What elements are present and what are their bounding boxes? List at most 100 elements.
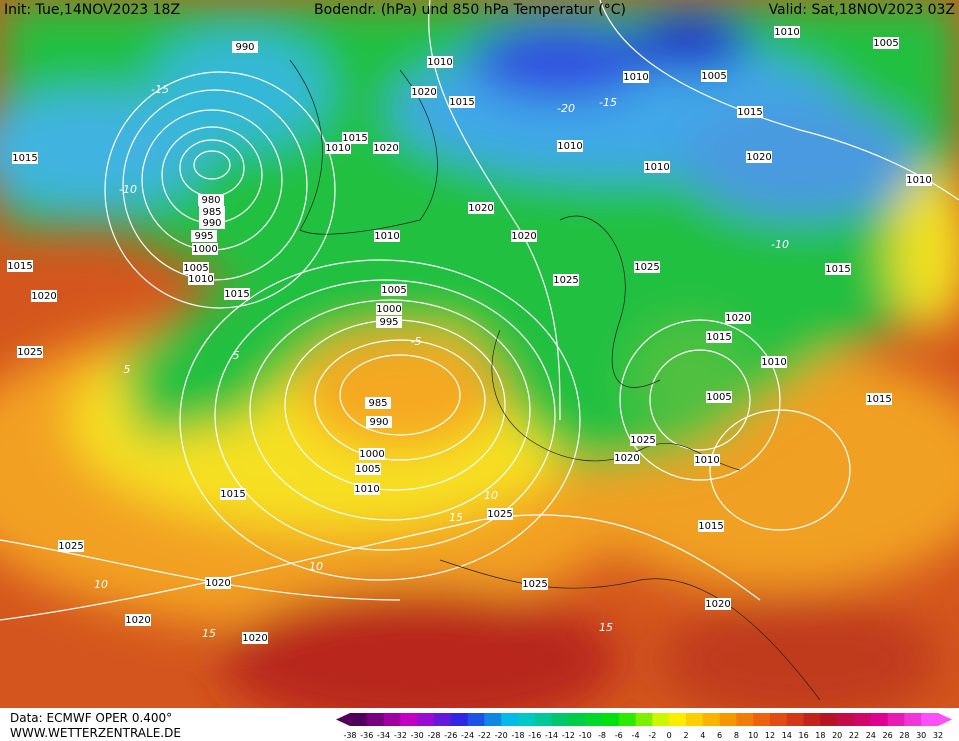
- isobar-label-bg: [205, 577, 231, 589]
- isobar-label: 1015: [866, 394, 891, 405]
- isobar-label: 1010: [774, 27, 799, 38]
- colorbar-tick-label: -24: [461, 731, 474, 740]
- colorbar-tick-label: -2: [648, 731, 656, 740]
- temperature-label: 15: [202, 627, 216, 640]
- isobar-label: 1015: [220, 489, 245, 500]
- isobar-label: 1025: [634, 262, 659, 273]
- isobar-label-bg: [634, 261, 660, 273]
- isobar-label-bg: [192, 243, 218, 255]
- isobar-label-bg: [644, 161, 670, 173]
- colorbar-tick-label: -28: [427, 731, 440, 740]
- isobar-label-bg: [614, 452, 640, 464]
- colorbar-tick-label: -18: [511, 731, 524, 740]
- isobar-label: 1015: [7, 261, 32, 272]
- isobar-label: 1005: [706, 392, 731, 403]
- colorbar-tick-label: -20: [495, 731, 508, 740]
- isobar-label-bg: [381, 284, 407, 296]
- isobar-label-bg: [355, 463, 381, 475]
- isobar-label: 1015: [706, 332, 731, 343]
- colorbar-tick-label: -34: [377, 731, 390, 740]
- isobar-label: 1020: [31, 291, 56, 302]
- colorbar-swatch: [736, 713, 754, 726]
- temperature-label: -10: [771, 238, 789, 251]
- isobar-label: 1010: [644, 162, 669, 173]
- isobar-label: 1025: [487, 509, 512, 520]
- isobar-label-bg: [12, 152, 38, 164]
- colorbar-swatch: [484, 713, 502, 726]
- colorbar-tick-label: 32: [933, 731, 943, 740]
- isobar-label: 1015: [698, 521, 723, 532]
- isobar-label-bg: [706, 391, 732, 403]
- colorbar-tick-label: -6: [615, 731, 623, 740]
- colorbar-swatch: [820, 713, 838, 726]
- isobar-label: 1005: [701, 71, 726, 82]
- isobar-label: 1015: [737, 107, 762, 118]
- isobar-label-bg: [725, 312, 751, 324]
- colorbar-tick-label: -16: [528, 731, 541, 740]
- temperature-label: 15: [599, 621, 613, 634]
- colorbar-tick-label: 30: [916, 731, 926, 740]
- isobar-label: 1010: [623, 72, 648, 83]
- colorbar-swatch: [686, 713, 704, 726]
- isobar-label-bg: [220, 488, 246, 500]
- colorbar-swatch: [585, 713, 603, 726]
- isobar-label-bg: [198, 194, 224, 206]
- isobar-label-bg: [325, 142, 351, 154]
- isobar-label-bg: [705, 598, 731, 610]
- isobar-label: 990: [369, 417, 388, 428]
- isobar-label-bg: [365, 397, 391, 409]
- temperature-label: -15: [151, 83, 169, 96]
- isobar-label-bg: [199, 206, 225, 218]
- temperature-label: 10: [309, 560, 323, 573]
- colorbar-tick-label: 0: [667, 731, 672, 740]
- isobar-label: 1010: [427, 57, 452, 68]
- temperature-label: -10: [119, 183, 137, 196]
- isobar-label: 1025: [17, 347, 42, 358]
- isobar-label: 980: [201, 195, 220, 206]
- isobar-label-bg: [761, 356, 787, 368]
- isobar-label-bg: [737, 106, 763, 118]
- colorbar-tick-label: 26: [883, 731, 893, 740]
- isobar-label: 1005: [183, 263, 208, 274]
- isobar-label: 1025: [553, 275, 578, 286]
- colorbar-swatch: [770, 713, 788, 726]
- colorbar-tick-label: 6: [717, 731, 722, 740]
- isobar-label: 1010: [325, 143, 350, 154]
- colorbar-swatch: [350, 713, 368, 726]
- isobar-label-bg: [183, 262, 209, 274]
- isobar-label-bg: [701, 70, 727, 82]
- colorbar-swatch: [921, 713, 939, 726]
- isobar-label-bg: [511, 230, 537, 242]
- isobar-label: 1020: [411, 87, 436, 98]
- isobar-label-bg: [199, 217, 225, 229]
- colorbar-swatch: [870, 713, 889, 726]
- isobar-label: 1020: [614, 453, 639, 464]
- isobar-label-bg: [188, 273, 214, 285]
- isobar-label-bg: [906, 174, 932, 186]
- map-title: Bodendr. (hPa) und 850 hPa Temperatur (°…: [314, 2, 626, 18]
- colorbar-swatch: [450, 713, 469, 726]
- isobar-label: 1000: [376, 304, 401, 315]
- isobar-label-bg: [557, 140, 583, 152]
- isobar-label-bg: [746, 151, 772, 163]
- colorbar-tick-label: 22: [849, 731, 859, 740]
- isobar-label-bg: [411, 86, 437, 98]
- isobar-label: 990: [235, 42, 254, 53]
- colorbar-swatch: [837, 713, 855, 726]
- colorbar-tick-label: -12: [562, 731, 575, 740]
- colorbar-tick-label: 12: [765, 731, 775, 740]
- isobar-label-bg: [825, 263, 851, 275]
- colorbar-tick-label: 18: [815, 731, 825, 740]
- data-source: Data: ECMWF OPER 0.400°: [10, 711, 172, 725]
- temperature-label: -20: [557, 102, 575, 115]
- colorbar-swatch: [635, 713, 653, 726]
- coastlines: [289, 59, 821, 701]
- isobar-label-bg: [706, 331, 732, 343]
- isobar-label-bg: [774, 26, 800, 38]
- isobar-label-bg: [376, 316, 402, 328]
- isobar-label: 1025: [630, 435, 655, 446]
- colorbar-swatch: [551, 713, 569, 726]
- colorbar-tick-label: -8: [598, 731, 606, 740]
- colorbar-swatch: [400, 713, 418, 726]
